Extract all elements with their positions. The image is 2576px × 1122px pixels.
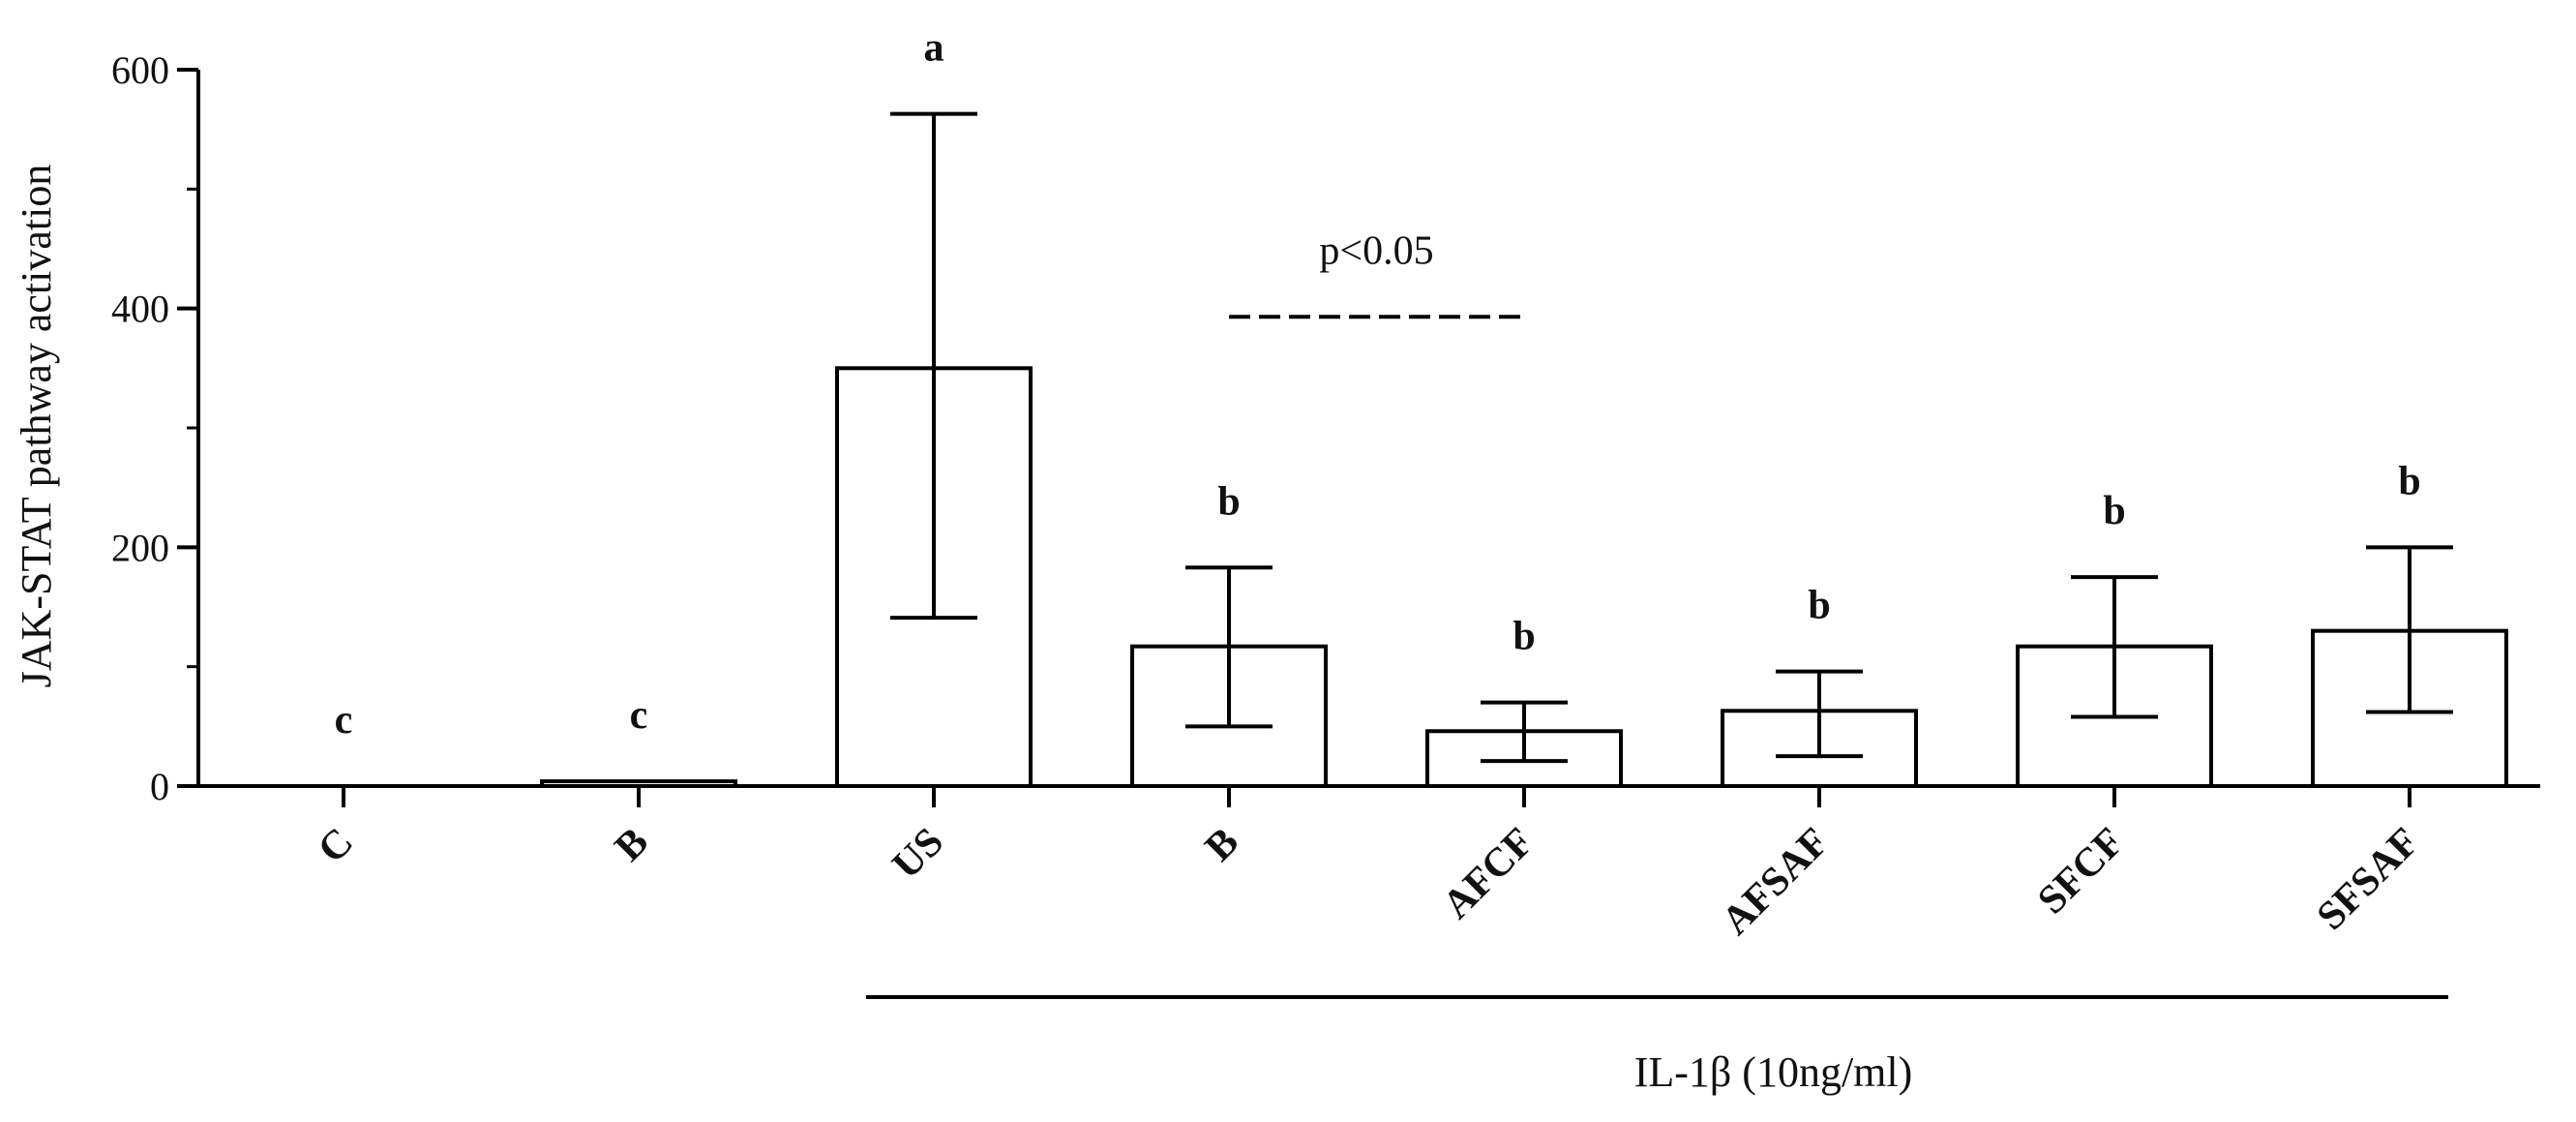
x-tick-label: B: [607, 820, 657, 870]
significance-letter: b: [2398, 459, 2420, 503]
y-tick-label: 400: [111, 288, 169, 331]
y-axis-title: JAK-STAT pathway activation: [13, 165, 60, 688]
x-tick-label: C: [310, 820, 362, 872]
x-tick-label: SFCF: [2029, 820, 2133, 924]
y-tick-label: 600: [111, 48, 169, 92]
bar: [540, 779, 737, 788]
x-tick-label: SFSAF: [2309, 820, 2428, 939]
error-bars: [890, 111, 2453, 764]
significance-letter: c: [335, 698, 353, 743]
significance-letter: a: [924, 26, 944, 71]
x-tick-label: B: [1197, 820, 1247, 870]
y-tick-label: 200: [111, 526, 169, 569]
significance-letter: b: [1217, 479, 1240, 524]
x-tick-label: US: [884, 820, 953, 889]
significance-letter: c: [630, 693, 648, 738]
labels: C B US B AFCF AFSAF SFCF SFSAF c c a b b b b b: [310, 26, 2448, 999]
x-tick-label: AFSAF: [1714, 820, 1838, 944]
significance-letter: b: [1808, 584, 1830, 628]
group-label: IL-1β (10ng/ml): [1634, 1048, 1913, 1096]
significance-letter: b: [1513, 615, 1535, 659]
y-tick-label: 0: [150, 765, 169, 808]
significance-letter: b: [2103, 489, 2125, 533]
x-tick-label: AFCF: [1434, 820, 1543, 928]
p-value-annotation: p<0.05: [1319, 228, 1433, 273]
